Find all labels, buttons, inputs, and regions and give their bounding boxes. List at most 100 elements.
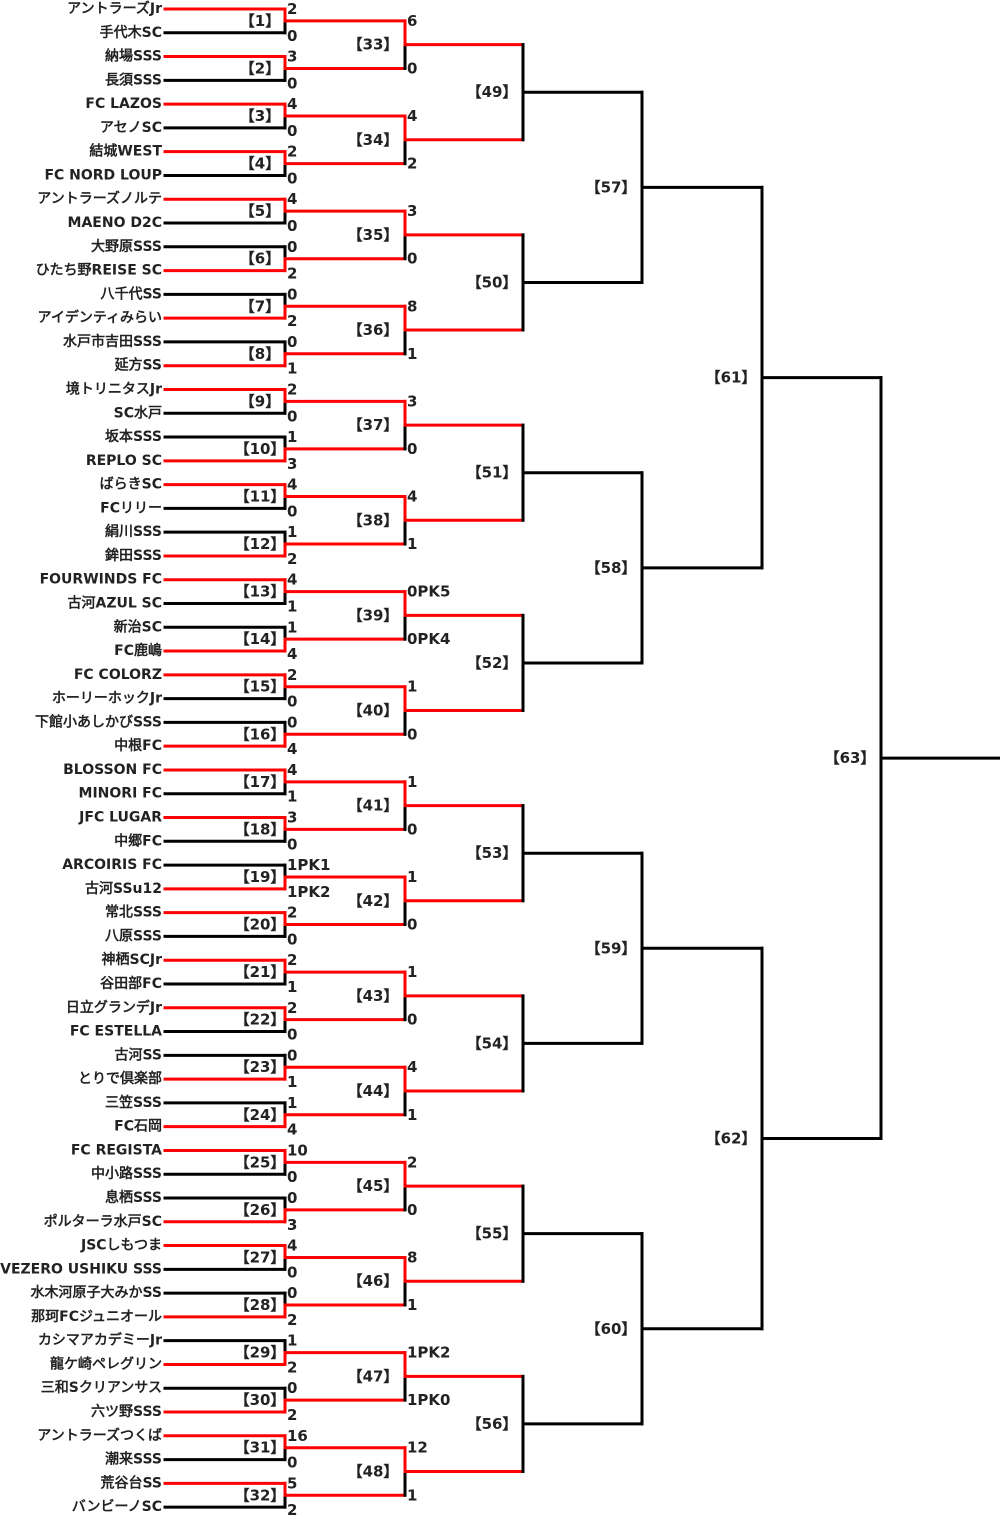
- score: 0: [287, 285, 297, 303]
- score: 0: [287, 835, 297, 853]
- team-name: アイデンティみらい: [38, 309, 162, 326]
- score: 1: [287, 978, 297, 996]
- team-name: 神栖SCJr: [102, 951, 163, 968]
- match-label: 【41】: [348, 797, 399, 815]
- score: 8: [407, 297, 417, 315]
- score: 0PK5: [407, 583, 451, 601]
- score: 3: [407, 202, 417, 220]
- team-name: 六ツ野SSS: [91, 1403, 162, 1420]
- team-name: 長須SSS: [105, 72, 162, 88]
- score: 2: [287, 265, 297, 283]
- team-name: とりで倶楽部: [78, 1070, 162, 1087]
- score: 2: [287, 1501, 297, 1519]
- team-name: 潮来SSS: [105, 1451, 162, 1468]
- score: 0PK4: [407, 630, 451, 648]
- score: 2: [287, 0, 297, 18]
- score: 1: [287, 598, 297, 616]
- match-label: 【55】: [467, 1225, 518, 1243]
- score: 1: [407, 535, 417, 553]
- score: 1: [287, 1094, 297, 1112]
- team-name: 水戸市吉田SSS: [63, 333, 162, 350]
- match-label: 【47】: [348, 1367, 399, 1385]
- match-label: 【20】: [235, 916, 286, 934]
- score: 2: [287, 904, 297, 922]
- score: 3: [287, 455, 297, 473]
- team-name: 常北SSS: [105, 904, 162, 921]
- score: 1: [287, 523, 297, 541]
- match-label: 【48】: [348, 1462, 399, 1480]
- team-name: FC REGISTA: [71, 1142, 162, 1158]
- score: 4: [407, 107, 417, 125]
- team-name: カシマアカデミーJr: [38, 1332, 162, 1349]
- match-label: 【24】: [235, 1106, 286, 1124]
- team-name: FC COLORZ: [74, 667, 162, 683]
- score: 4: [287, 571, 297, 589]
- team-name: FC ESTELLA: [70, 1024, 162, 1040]
- match-label: 【2】: [240, 59, 280, 77]
- score: 2: [407, 155, 417, 173]
- score: 0: [407, 440, 417, 458]
- team-name: 延方SS: [113, 357, 162, 374]
- score: 0: [287, 238, 297, 256]
- score: 2: [287, 143, 297, 161]
- team-name: 三笠SSS: [105, 1094, 162, 1111]
- match-label: 【35】: [348, 226, 399, 244]
- team-name: MINORI FC: [79, 786, 162, 802]
- match-label: 【53】: [467, 844, 518, 862]
- score: 0: [287, 693, 297, 711]
- score: 2: [287, 380, 297, 398]
- match-label: 【42】: [348, 892, 399, 910]
- score: 16: [287, 1427, 308, 1445]
- match-label: 【59】: [586, 939, 637, 957]
- score: 1PK1: [287, 856, 331, 874]
- team-name: 水木河原子大みかSS: [30, 1284, 162, 1301]
- team-name: 古河SSu12: [85, 880, 162, 897]
- match-label: 【38】: [348, 511, 399, 529]
- match-label: 【17】: [235, 773, 286, 791]
- team-name: 大野原SSS: [91, 238, 162, 255]
- team-name: アントラーズノルテ: [37, 190, 162, 207]
- team-name: VEZERO USHIKU SSS: [0, 1261, 162, 1277]
- score: 4: [287, 190, 297, 208]
- score: 2: [287, 951, 297, 969]
- score: 3: [287, 1216, 297, 1234]
- score: 0: [287, 27, 297, 45]
- match-label: 【60】: [586, 1320, 637, 1338]
- score: 5: [287, 1474, 297, 1492]
- match-label: 【5】: [240, 202, 280, 220]
- score: 2: [287, 1311, 297, 1329]
- match-label: 【8】: [240, 345, 280, 363]
- score: 2: [287, 999, 297, 1017]
- match-label: 【46】: [348, 1272, 399, 1290]
- score: 0: [287, 1263, 297, 1281]
- team-name: 荒谷台SS: [99, 1474, 162, 1491]
- score: 1: [407, 1296, 417, 1314]
- team-name: FC NORD LOUP: [44, 167, 162, 183]
- score: 1: [287, 428, 297, 446]
- team-name: 中小路SSS: [91, 1165, 162, 1182]
- match-label: 【15】: [235, 678, 286, 696]
- score: 0: [287, 333, 297, 351]
- score: 4: [287, 645, 297, 663]
- team-name: 絹川SSS: [105, 523, 162, 540]
- score: 2: [287, 1358, 297, 1376]
- team-name: 鉾田SSS: [105, 547, 162, 564]
- match-label: 【19】: [235, 868, 286, 886]
- score: 4: [287, 476, 297, 494]
- match-label: 【58】: [586, 559, 637, 577]
- team-name: 中根FC: [114, 737, 162, 754]
- score: 1: [287, 788, 297, 806]
- match-label: 【13】: [235, 583, 286, 601]
- team-name: 八原SSS: [104, 928, 162, 944]
- team-name: ポルターラ水戸SC: [44, 1213, 162, 1230]
- team-name: FC鹿嶋: [114, 642, 162, 659]
- score: 0: [287, 1046, 297, 1064]
- match-label: 【30】: [235, 1391, 286, 1409]
- match-label: 【31】: [235, 1439, 286, 1457]
- match-label: 【61】: [706, 369, 757, 387]
- team-name: ばらきSC: [100, 477, 162, 493]
- score: 0: [287, 1026, 297, 1044]
- match-label: 【54】: [467, 1034, 518, 1052]
- score: 0: [407, 725, 417, 743]
- match-label: 【44】: [348, 1082, 399, 1100]
